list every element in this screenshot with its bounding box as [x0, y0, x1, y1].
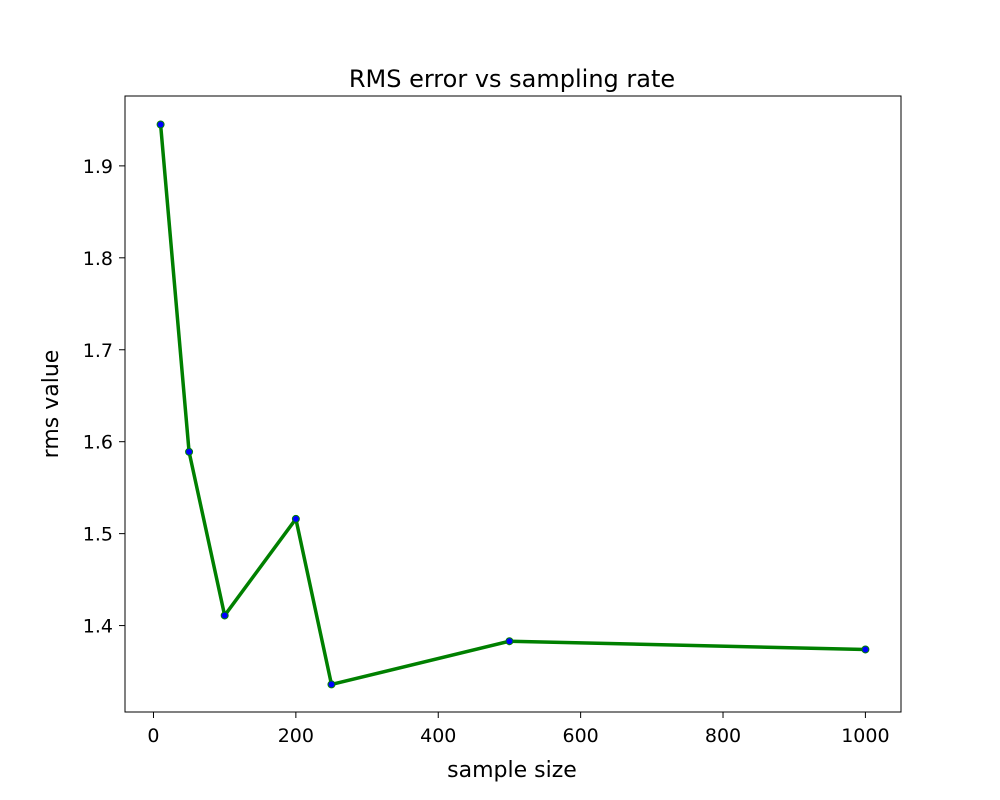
x-tick-label: 600 [563, 725, 599, 747]
data-point [327, 680, 336, 689]
y-tick-label: 1.7 [83, 340, 113, 362]
data-point [861, 645, 870, 654]
y-axis-label: rms value [39, 350, 64, 459]
plot-frame [124, 95, 902, 713]
data-point [156, 120, 165, 129]
y-tick-label: 1.8 [83, 248, 113, 270]
x-tick-label: 800 [705, 725, 741, 747]
chart-title: RMS error vs sampling rate [349, 65, 675, 93]
x-axis: 0 200 400 600 800 1000 [147, 712, 890, 747]
y-axis: 1.4 1.5 1.6 1.7 1.8 1.9 [83, 156, 125, 638]
y-tick-label: 1.9 [83, 156, 113, 178]
plot-area [124, 95, 902, 713]
y-tick-label: 1.5 [83, 524, 113, 546]
x-axis-label: sample size [447, 758, 577, 783]
data-point [291, 514, 300, 523]
x-tick-label: 1000 [841, 725, 889, 747]
x-tick-label: 200 [278, 725, 314, 747]
data-point [220, 611, 229, 620]
x-tick-label: 400 [420, 725, 456, 747]
data-point [505, 637, 514, 646]
y-tick-label: 1.6 [83, 432, 113, 454]
y-tick-label: 1.4 [83, 616, 113, 638]
x-tick-label: 0 [147, 725, 159, 747]
series-layer [156, 120, 870, 689]
data-point [185, 447, 194, 456]
